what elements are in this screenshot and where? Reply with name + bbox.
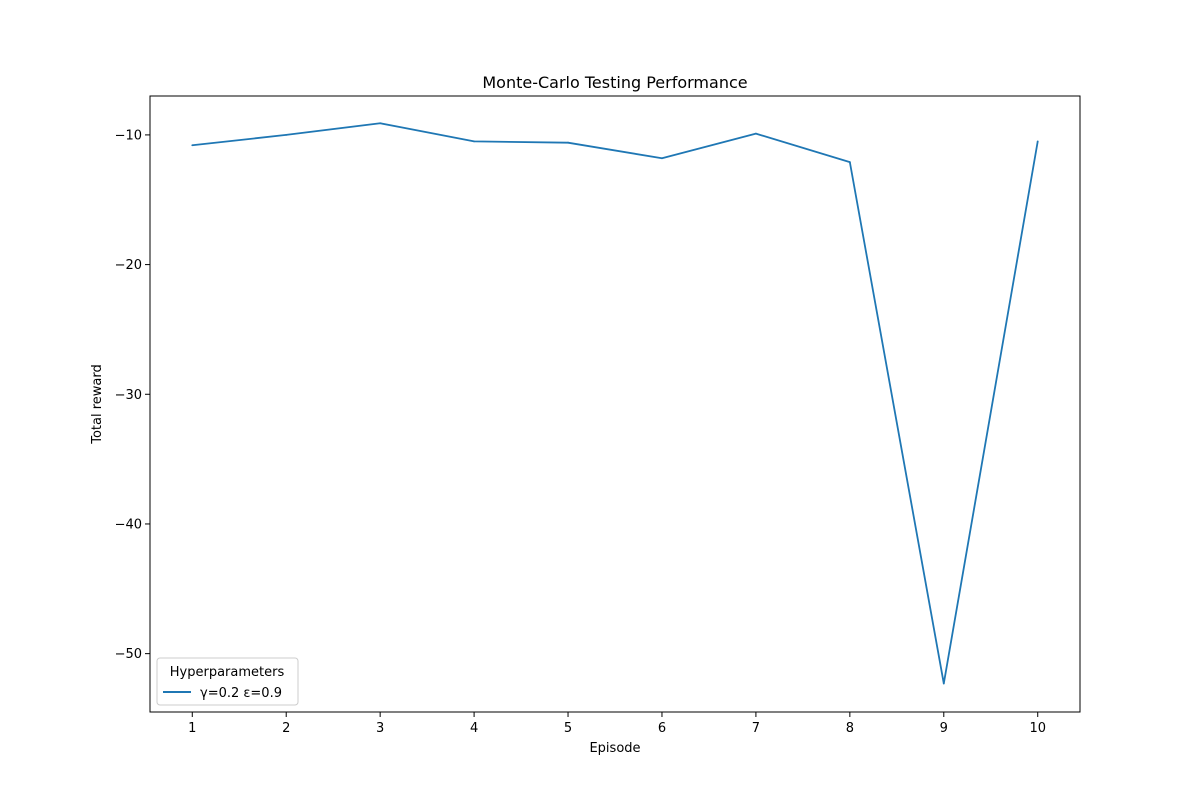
legend: Hyperparameters γ=0.2 ε=0.9: [156, 657, 299, 706]
y-tick-label: −20: [115, 258, 142, 273]
x-tick-label: 8: [846, 721, 854, 736]
data-point: [285, 134, 288, 136]
y-tick-label: −30: [115, 388, 142, 403]
data-point: [1036, 140, 1039, 143]
x-axis-label: Episode: [589, 741, 640, 756]
x-tick-label: 10: [1029, 721, 1046, 736]
y-tick-label: −10: [115, 128, 142, 143]
legend-title: Hyperparameters: [170, 665, 285, 680]
x-axis-ticks: 1 2 3 4 5 6 7 8 9 10: [188, 712, 1046, 736]
x-tick-label: 7: [752, 721, 760, 736]
data-point: [848, 161, 851, 164]
series-line-0: [192, 122, 1039, 685]
y-tick-label: −50: [115, 647, 142, 662]
legend-box: [156, 657, 299, 706]
x-tick-label: 6: [658, 721, 666, 736]
y-tick-label: −40: [115, 517, 142, 532]
x-tick-label: 2: [282, 721, 290, 736]
x-tick-label: 9: [940, 721, 948, 736]
data-point: [473, 140, 475, 143]
x-tick-label: 1: [188, 721, 196, 736]
chart-title: Monte-Carlo Testing Performance: [482, 73, 747, 92]
y-axis-ticks: −10 −20 −30 −40 −50: [115, 128, 150, 662]
data-point: [755, 132, 757, 135]
x-tick-label: 5: [564, 721, 572, 736]
plot-area: [191, 122, 1039, 685]
legend-entry-label: γ=0.2 ε=0.9: [200, 686, 282, 701]
data-point: [567, 141, 569, 144]
data-point: [379, 122, 382, 125]
axes-frame: [149, 95, 1081, 713]
y-axis-label: Total reward: [90, 364, 105, 445]
data-point: [661, 157, 663, 160]
data-point: [191, 144, 194, 147]
data-point: [942, 682, 945, 685]
x-tick-label: 3: [376, 721, 384, 736]
x-tick-label: 4: [470, 721, 478, 736]
